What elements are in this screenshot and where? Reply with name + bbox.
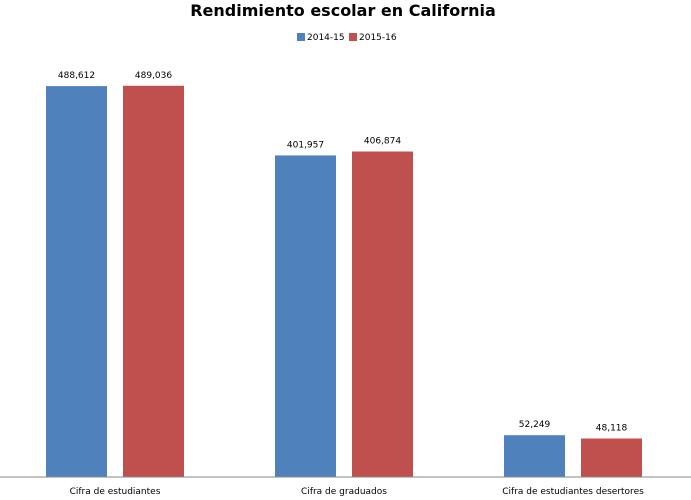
data-label-2014-15-3: 52,249 — [519, 420, 551, 430]
legend-label-2015-16: 2015-16 — [359, 33, 397, 43]
bar-2014-15-3 — [504, 435, 565, 477]
chart-title: Rendimiento escolar en California — [190, 1, 496, 20]
legend-swatch-2014-15 — [297, 33, 305, 41]
category-labels: Cifra de estudiantes Cifra de graduados Ci… — [70, 487, 645, 497]
bars — [46, 85, 642, 478]
data-label-2015-16-2: 406,874 — [364, 137, 401, 147]
data-label-2014-15-2: 401,957 — [287, 140, 324, 150]
bar-2015-16-1 — [123, 85, 184, 477]
legend: 2014-15 2015-16 — [297, 33, 397, 43]
category-label-2: Cifra de graduados — [301, 487, 387, 497]
legend-label-2014-15: 2014-15 — [307, 33, 345, 43]
category-label-1: Cifra de estudiantes — [70, 487, 161, 497]
data-label-2014-15-1: 488,612 — [58, 71, 95, 81]
bar-2014-15-1 — [46, 86, 107, 477]
data-label-2015-16-3: 48,118 — [596, 424, 628, 434]
bar-2015-16-2 — [352, 151, 413, 477]
category-label-3: Cifra de estudiantes desertores — [502, 487, 644, 497]
bar-2014-15-2 — [275, 155, 336, 478]
legend-swatch-2015-16 — [349, 33, 357, 41]
bar-2015-16-3 — [581, 438, 642, 477]
data-label-2015-16-1: 489,036 — [135, 71, 172, 81]
data-labels: 488,612 489,036 401,957 406,874 52,249 48,118 — [58, 71, 628, 434]
